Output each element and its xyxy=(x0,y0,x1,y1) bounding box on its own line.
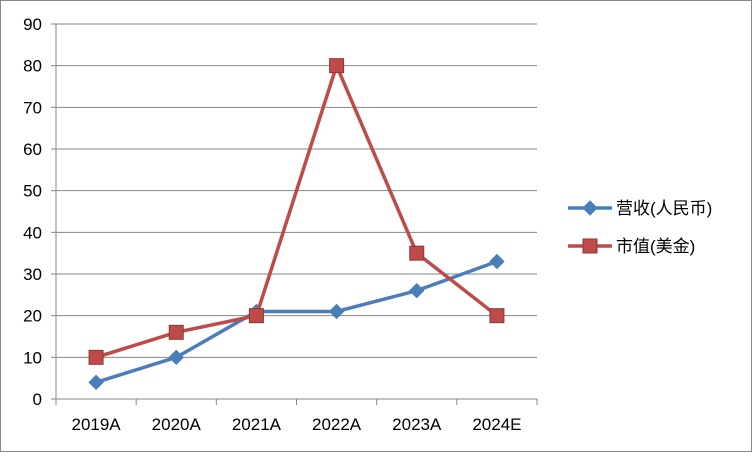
series-1 xyxy=(88,253,505,391)
legend-item: 营收(人民币) xyxy=(568,199,712,218)
data-point xyxy=(168,324,184,340)
y-tick-label: 30 xyxy=(23,265,42,284)
x-tick-label: 2020A xyxy=(152,415,202,434)
data-point xyxy=(409,245,425,261)
data-point xyxy=(248,308,264,324)
x-tick-label: 2022A xyxy=(312,415,362,434)
data-point xyxy=(88,374,104,391)
axes xyxy=(51,23,538,405)
data-point xyxy=(489,308,505,324)
y-tick-label: 40 xyxy=(23,223,42,242)
legend-label: 营收(人民币) xyxy=(616,199,712,218)
data-point xyxy=(168,349,184,366)
y-tick-label: 90 xyxy=(23,15,42,34)
x-tick-label: 2024E xyxy=(472,415,521,434)
series-line xyxy=(94,259,499,385)
y-tick-label: 70 xyxy=(23,98,42,117)
series-layer xyxy=(88,58,505,391)
legend-marker xyxy=(582,238,598,254)
data-point xyxy=(88,349,104,365)
x-tick-label: 2019A xyxy=(71,415,121,434)
series-2 xyxy=(88,58,505,365)
y-tick-label: 20 xyxy=(23,307,42,326)
x-tick-label: 2021A xyxy=(232,415,282,434)
data-point xyxy=(489,253,505,270)
legend: 营收(人民币) 市值(美金) xyxy=(568,199,712,256)
legend-item: 市值(美金) xyxy=(568,237,695,256)
x-tick-labels: 2019A 2020A 2021A 2022A 2023A 2024E xyxy=(71,415,521,434)
legend-marker xyxy=(582,200,598,216)
data-point xyxy=(409,282,425,299)
y-tick-label: 10 xyxy=(23,348,42,367)
legend-label: 市值(美金) xyxy=(616,237,695,256)
data-point xyxy=(328,303,345,320)
y-tick-label: 50 xyxy=(23,182,42,201)
y-tick-label: 60 xyxy=(23,140,42,159)
y-tick-label: 80 xyxy=(23,57,42,76)
x-tick-label: 2023A xyxy=(392,415,442,434)
y-tick-label: 0 xyxy=(33,390,42,409)
data-point xyxy=(329,58,345,74)
y-tick-labels: 0 10 20 30 40 50 60 70 80 90 xyxy=(23,15,42,409)
series-line xyxy=(94,63,499,360)
